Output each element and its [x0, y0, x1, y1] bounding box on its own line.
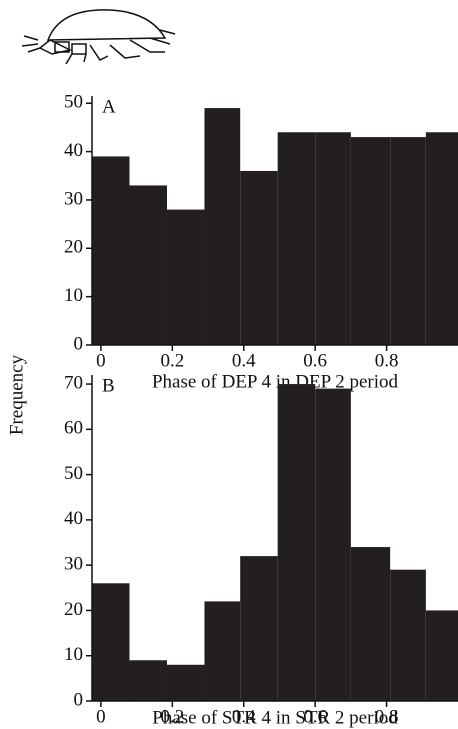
bar: [204, 108, 241, 346]
bar: [240, 556, 278, 701]
bar: [390, 569, 426, 701]
y-tick-label: 40: [64, 508, 83, 529]
y-tick-label: 50: [64, 92, 83, 113]
y-tick-label: 0: [74, 333, 84, 354]
y-tick-label: 20: [64, 599, 83, 620]
y-tick-label: 70: [64, 372, 83, 393]
bar: [204, 601, 241, 701]
x-tick-label: 0.6: [303, 706, 327, 727]
x-tick-label: 0: [96, 350, 106, 371]
bar: [350, 547, 391, 701]
x-tick-label: 0.8: [375, 350, 399, 371]
x-tick-label: 0.8: [375, 706, 399, 727]
bar: [350, 137, 391, 345]
bar: [315, 388, 351, 701]
crab-icon: [21, 9, 176, 65]
bar: [166, 664, 205, 701]
y-tick-label: 0: [74, 689, 84, 710]
panel-label: B: [102, 375, 115, 396]
panel-label: A: [102, 96, 116, 117]
bar: [129, 185, 167, 345]
x-tick-label: 0.6: [303, 350, 327, 371]
y-tick-label: 30: [64, 554, 83, 575]
y-axis-label: Frequency: [6, 354, 27, 435]
y-tick-label: 20: [64, 237, 83, 258]
y-tick-label: 40: [64, 140, 83, 161]
y-tick-label: 60: [64, 418, 83, 439]
x-axis-label: Phase of DEP 4 in DEP 2 period: [152, 371, 399, 392]
bar: [277, 132, 316, 345]
x-tick-label: 0.2: [160, 350, 184, 371]
bar: [425, 610, 458, 701]
bar: [277, 384, 316, 701]
bar: [240, 170, 278, 345]
x-tick-label: 0: [96, 706, 106, 727]
bar: [390, 137, 426, 345]
bar: [166, 209, 205, 345]
y-tick-label: 50: [64, 463, 83, 484]
bar: [425, 132, 458, 345]
x-tick-label: 0.2: [160, 706, 184, 727]
bar: [92, 583, 130, 701]
bar: [129, 660, 167, 701]
bar: [315, 132, 351, 345]
x-tick-label: 0.4: [232, 706, 256, 727]
bar: [92, 156, 130, 345]
x-tick-label: 0.4: [232, 350, 256, 371]
y-tick-label: 10: [64, 644, 83, 665]
y-tick-label: 30: [64, 188, 83, 209]
x-axis-label: Phase of STR 4 in STR 2 period: [152, 707, 398, 728]
y-tick-label: 10: [64, 285, 83, 306]
